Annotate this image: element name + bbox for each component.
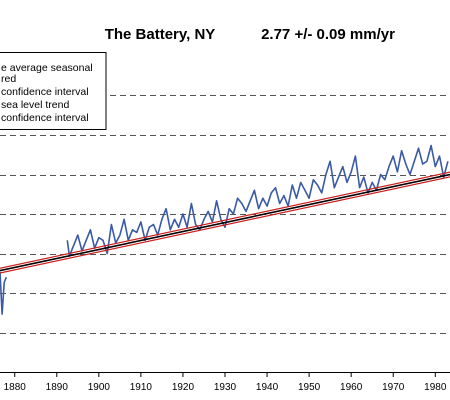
x-tick-label: 1980 [424, 382, 447, 393]
series-layer [0, 144, 450, 315]
x-tick-label: 1930 [214, 382, 237, 393]
legend-box [0, 52, 107, 130]
series-monthly-mean-sea-level [66, 144, 449, 257]
x-tick-label: 1950 [298, 382, 321, 393]
legend-entry-lower-confidence: confidence interval [1, 112, 89, 124]
chart-title: The Battery, NY [105, 26, 216, 43]
x-tick-label: 1920 [172, 382, 195, 393]
trend-rate-label: 2.77 +/- 0.09 mm/yr [261, 26, 395, 43]
series-linear-trend [0, 173, 450, 272]
x-tick-label: 1960 [340, 382, 363, 393]
series-lower-confidence-interval [0, 176, 450, 274]
legend-entry-removed: red [1, 73, 16, 85]
series-upper-confidence-interval [0, 171, 450, 269]
legend-entry-average-seasonal: e average seasonal [1, 62, 93, 74]
x-tick-label: 1900 [88, 382, 111, 393]
legend: e average seasonal red confidence interv… [0, 52, 107, 130]
x-axis-ticks: 1880 1890 1900 1910 1920 1930 1940 1950 1960 1970… [4, 372, 447, 393]
x-tick-label: 1940 [256, 382, 279, 393]
x-tick-label: 1880 [4, 382, 27, 393]
legend-entry-trend: sea level trend [1, 99, 69, 111]
x-tick-label: 1890 [46, 382, 69, 393]
series-monthly-mean-sea-level [0, 271, 8, 315]
x-tick-label: 1970 [382, 382, 405, 393]
x-tick-label: 1910 [130, 382, 153, 393]
legend-entry-upper-confidence: confidence interval [1, 86, 89, 98]
